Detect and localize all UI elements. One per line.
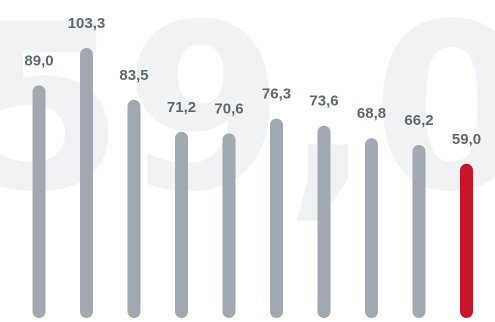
data-label: 103,3 <box>68 15 106 32</box>
bars-group <box>32 48 473 319</box>
bar <box>175 131 188 318</box>
bar <box>317 125 331 318</box>
data-label: 70,6 <box>214 101 243 118</box>
data-labels-group: 89,0 103,3 83,5 71,2 70,6 76,3 73,6 68,8 66,2 59,… <box>24 15 481 148</box>
data-label: 89,0 <box>24 52 53 69</box>
bar <box>32 85 46 319</box>
bar <box>222 133 236 318</box>
data-label: 83,5 <box>119 67 148 84</box>
bar <box>80 48 93 318</box>
data-label: 66,2 <box>404 112 433 129</box>
data-label: 73,6 <box>309 93 338 110</box>
data-label: 59,0 <box>452 131 481 148</box>
bar <box>270 118 283 318</box>
data-label: 76,3 <box>262 86 291 103</box>
bar <box>127 99 141 318</box>
data-label: 68,8 <box>357 105 386 122</box>
bar <box>412 145 426 318</box>
bar <box>365 138 378 318</box>
bar-highlighted <box>460 163 473 318</box>
data-label: 71,2 <box>167 99 196 116</box>
